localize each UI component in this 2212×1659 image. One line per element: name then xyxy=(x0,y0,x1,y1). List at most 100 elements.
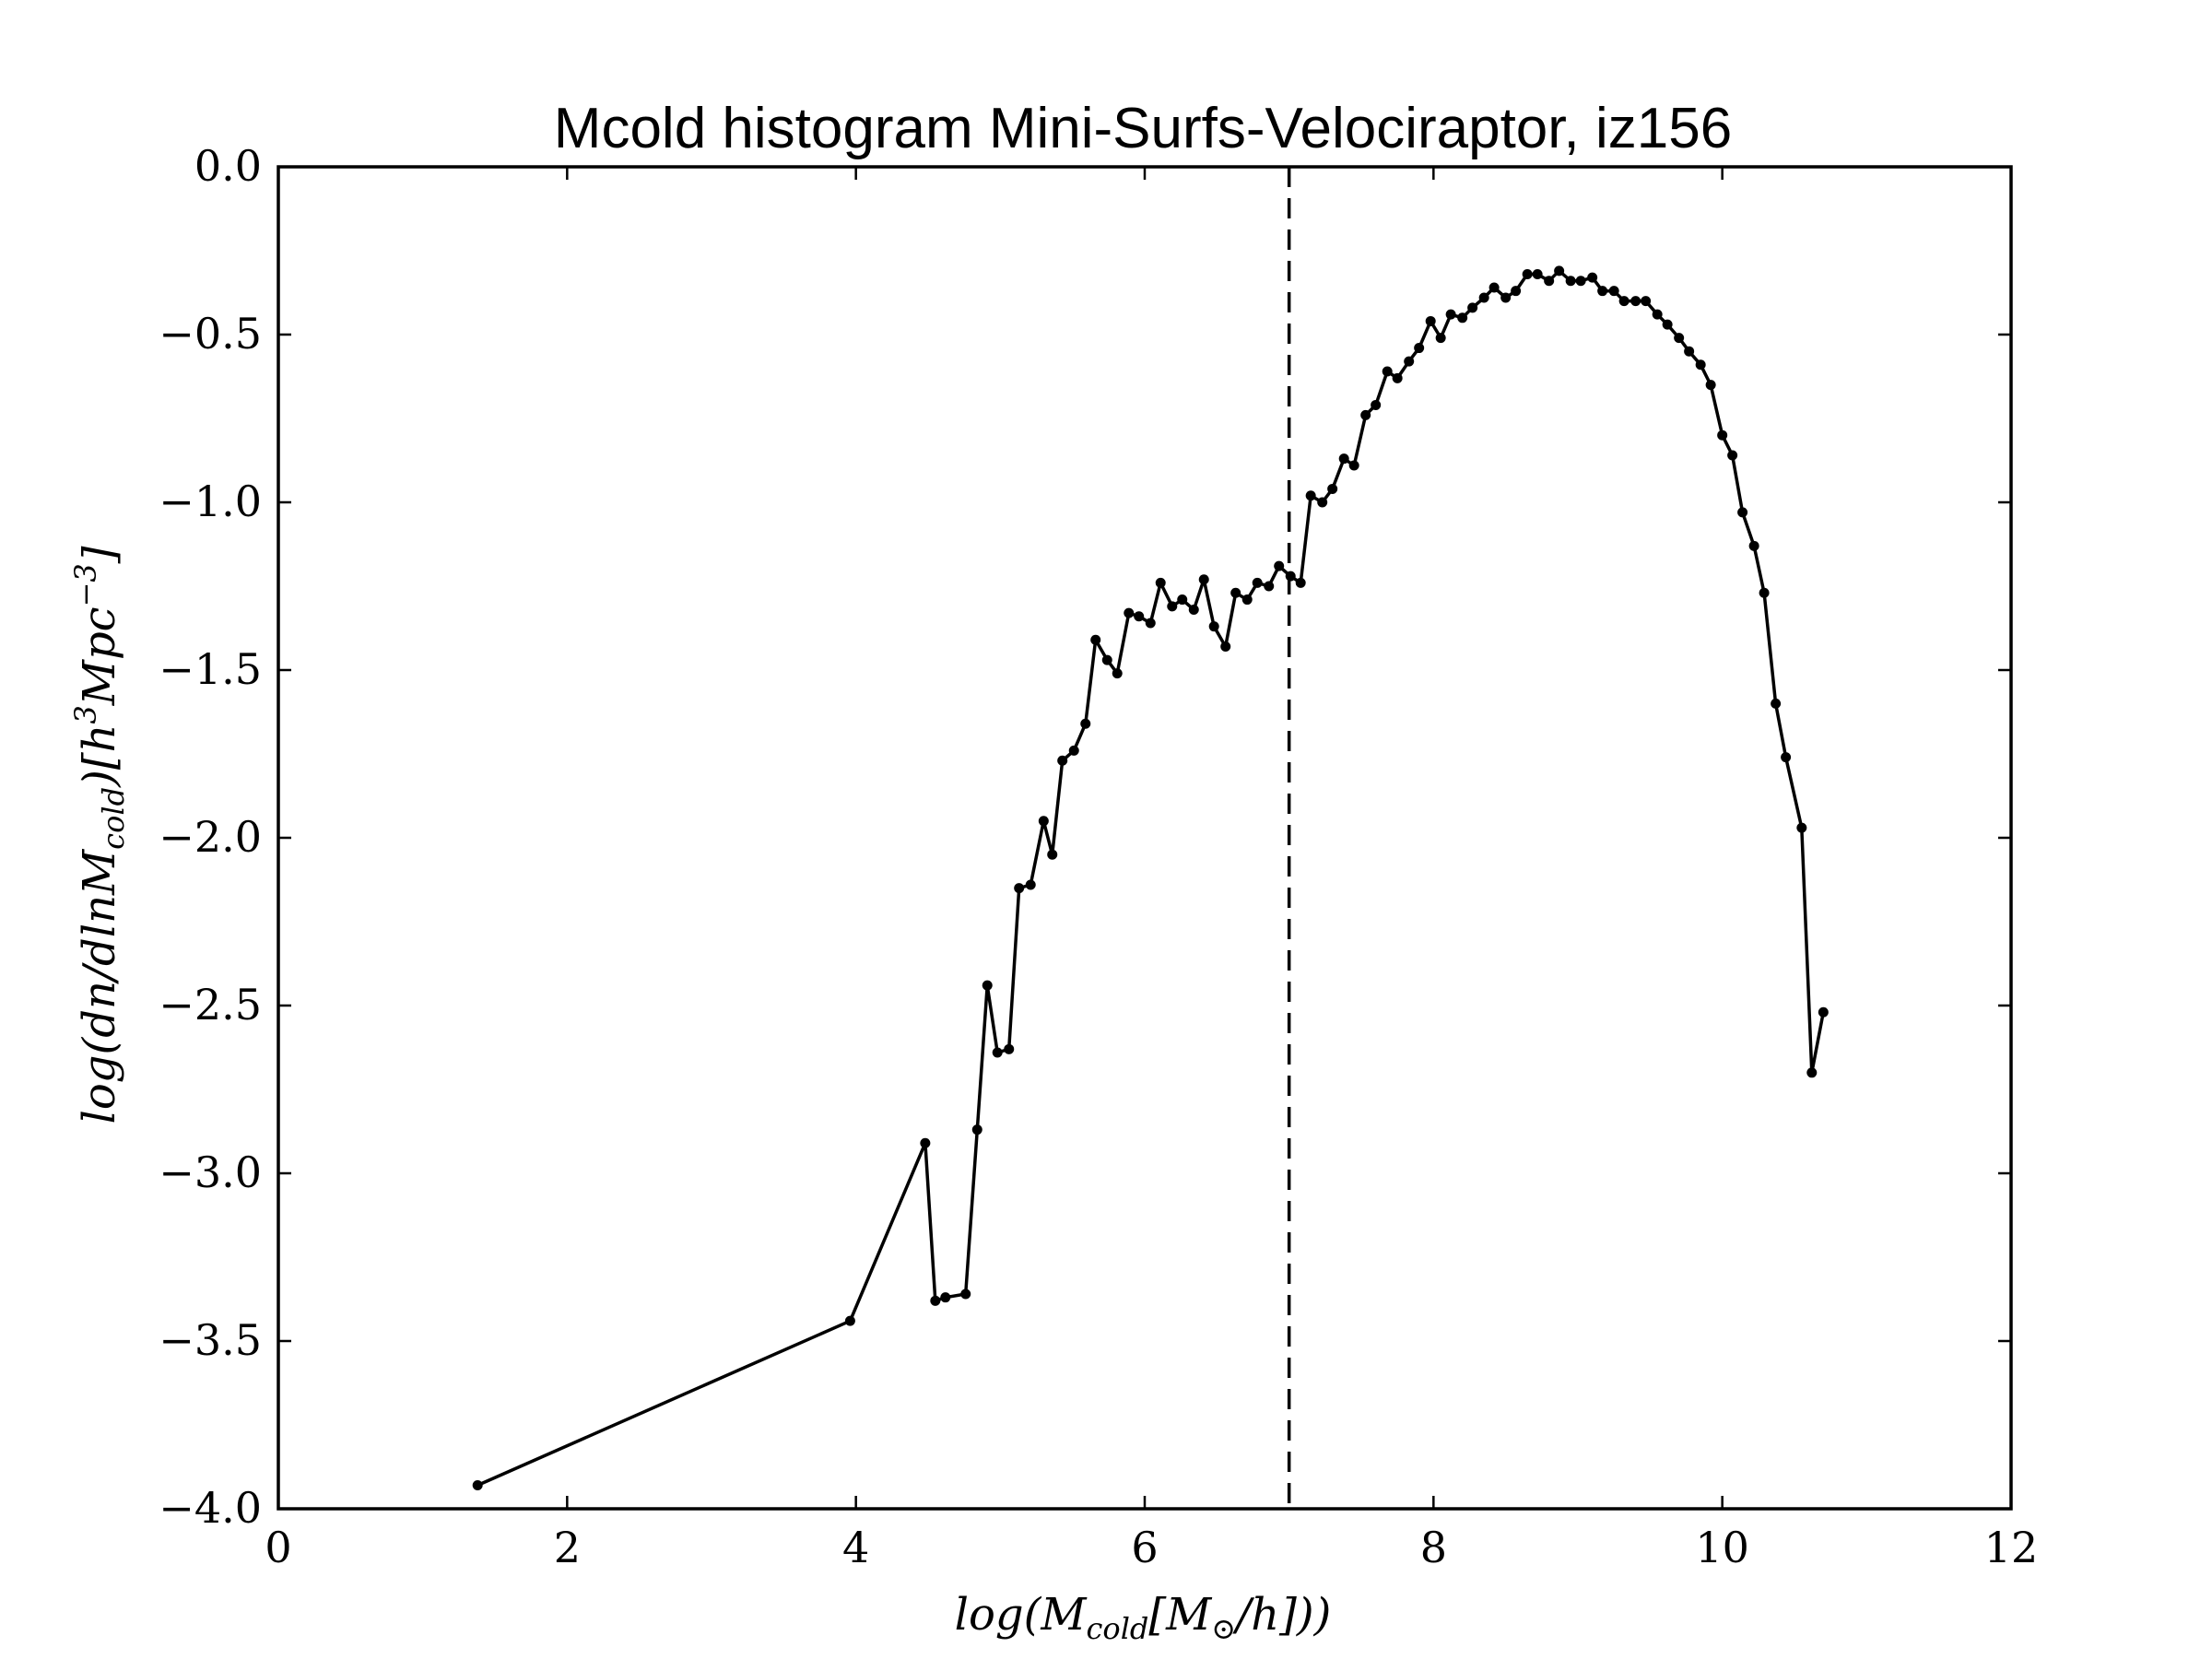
y-tick-label: −4.0 xyxy=(159,1483,262,1533)
data-point xyxy=(1425,315,1436,326)
data-point xyxy=(1771,698,1782,709)
data-point xyxy=(1717,429,1728,441)
y-tick-label: −2.0 xyxy=(159,812,262,862)
data-point xyxy=(1488,282,1500,293)
y-tick-label: −3.0 xyxy=(159,1147,262,1197)
data-point xyxy=(1818,1006,1829,1018)
data-point xyxy=(920,1137,931,1148)
data-point xyxy=(1208,621,1219,632)
data-point xyxy=(1177,594,1188,606)
data-point xyxy=(1414,343,1425,354)
data-point xyxy=(1230,587,1241,598)
data-point xyxy=(1004,1043,1015,1054)
data-point xyxy=(1090,634,1101,645)
series-line xyxy=(477,269,1826,1488)
data-point xyxy=(1220,641,1231,653)
data-point xyxy=(844,1315,855,1326)
data-point xyxy=(1327,483,1338,494)
data-point xyxy=(1435,333,1446,344)
data-point xyxy=(1630,296,1641,307)
x-tick-label: 4 xyxy=(842,1523,869,1572)
data-point xyxy=(1544,276,1555,287)
data-point xyxy=(1101,654,1112,665)
y-tick-label: −3.5 xyxy=(159,1315,262,1365)
data-point xyxy=(1554,265,1565,276)
data-point xyxy=(1467,302,1478,313)
x-tick-label: 8 xyxy=(1420,1523,1447,1572)
data-point xyxy=(1155,577,1166,588)
plot-layer xyxy=(472,167,1829,1509)
data-point xyxy=(1565,276,1576,287)
data-point xyxy=(1759,587,1770,598)
x-tick-label: 12 xyxy=(1984,1523,2039,1572)
data-point xyxy=(1522,268,1533,279)
data-point xyxy=(1068,745,1079,756)
data-point xyxy=(1080,718,1091,729)
data-point xyxy=(472,1480,483,1491)
data-point xyxy=(1532,268,1543,279)
x-tick-label: 0 xyxy=(265,1523,291,1572)
data-point xyxy=(1500,292,1512,303)
data-point xyxy=(1198,574,1209,585)
data-point xyxy=(1674,333,1685,344)
data-point xyxy=(1457,312,1468,324)
data-point xyxy=(1608,286,1619,297)
data-point xyxy=(1652,309,1663,320)
data-point xyxy=(1295,577,1306,588)
data-point xyxy=(1134,611,1145,622)
data-point xyxy=(1404,356,1415,367)
data-point xyxy=(1057,755,1068,766)
data-point xyxy=(1511,286,1522,297)
data-point xyxy=(992,1047,1003,1058)
data-point xyxy=(1038,816,1049,827)
data-point xyxy=(1597,286,1608,297)
data-point xyxy=(1662,319,1673,330)
data-point xyxy=(1025,879,1036,890)
data-point xyxy=(1338,453,1349,465)
data-point xyxy=(1748,540,1759,551)
data-point xyxy=(1587,272,1598,283)
y-tick-label: −2.5 xyxy=(159,980,262,1030)
data-point xyxy=(1305,490,1316,501)
data-point xyxy=(1478,292,1489,303)
data-point xyxy=(1371,399,1382,410)
data-point xyxy=(930,1295,941,1306)
x-tick-label: 10 xyxy=(1695,1523,1749,1572)
data-point xyxy=(1641,296,1652,307)
x-axis-label: log(Mcold[M⊙/h])) xyxy=(955,1589,1332,1646)
data-point xyxy=(1317,497,1328,508)
data-point xyxy=(971,1124,982,1135)
data-point xyxy=(982,980,993,991)
data-point xyxy=(1188,604,1199,615)
data-point xyxy=(1145,618,1156,629)
data-point xyxy=(1806,1067,1818,1078)
data-point xyxy=(1252,577,1263,588)
data-point xyxy=(1382,366,1393,377)
data-point xyxy=(1445,309,1456,320)
x-tick-label: 2 xyxy=(554,1523,581,1572)
data-point xyxy=(1241,594,1253,606)
chart-title: Mcold histogram Mini-Surfs-Velociraptor,… xyxy=(554,97,1732,160)
y-tick-label: −0.5 xyxy=(159,309,262,359)
data-point xyxy=(1264,581,1275,592)
data-point xyxy=(1167,601,1178,612)
data-point xyxy=(1796,822,1807,833)
plot-frame xyxy=(276,165,2013,1511)
data-point xyxy=(1392,372,1403,383)
data-point xyxy=(1781,752,1792,763)
data-point xyxy=(1695,359,1706,371)
data-point xyxy=(960,1288,971,1300)
ticks-layer: 0 2 4 6 8 10 12 0.0 −0.5 −1.0 −1.5 −2.0 −2.5 −3.0 −3.5… xyxy=(159,141,2038,1572)
data-point xyxy=(1112,668,1123,679)
data-point xyxy=(1727,450,1738,461)
data-point xyxy=(940,1292,951,1303)
y-axis-label: log(dn/dlnMcold)[h3Mpc−3] xyxy=(68,546,131,1124)
data-point xyxy=(1348,460,1359,471)
y-tick-label: −1.5 xyxy=(159,644,262,694)
data-point xyxy=(1360,409,1371,420)
data-point xyxy=(1575,276,1586,287)
x-tick-label: 6 xyxy=(1131,1523,1158,1572)
data-point xyxy=(1684,346,1695,357)
data-point xyxy=(1047,849,1058,860)
